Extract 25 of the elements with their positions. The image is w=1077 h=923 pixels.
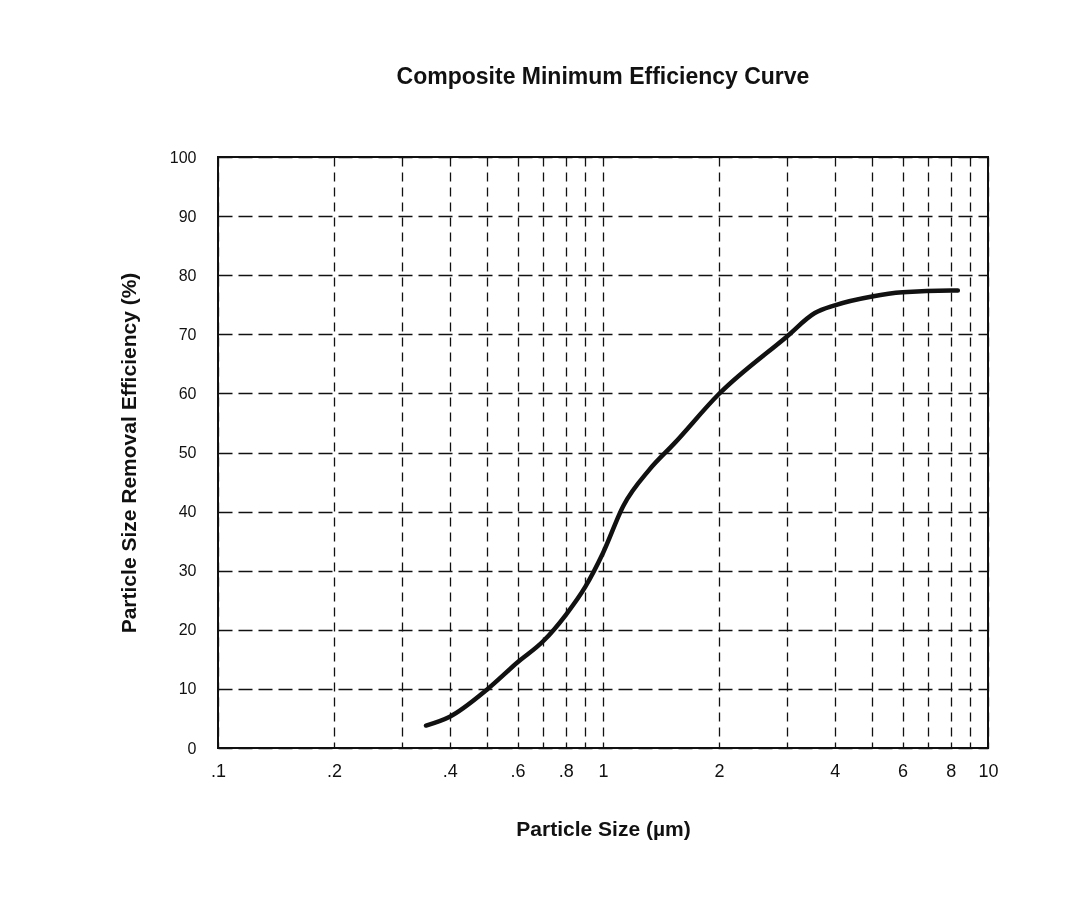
y-axis-title: Particle Size Removal Efficiency (%) [116,272,140,634]
x-axis-title: Particle Size (µm) [516,816,691,840]
y-tick-label: 70 [178,325,197,343]
y-tick-label: 30 [178,562,197,580]
x-tick-label: .4 [442,760,458,781]
x-tick-label: 2 [714,760,725,781]
chart-title: Composite Minimum Efficiency Curve [396,63,810,89]
x-tick-label: .1 [210,760,227,781]
y-tick-label: 90 [178,207,197,225]
x-tick-label: 10 [978,760,999,781]
y-tick-label: 60 [178,384,197,402]
y-tick-label: 100 [169,148,197,166]
x-tick-label: .8 [558,760,574,781]
y-tick-label: 80 [178,266,197,284]
x-tick-label: 1 [598,760,609,781]
x-tick-label: 4 [830,760,841,781]
x-tick-label: 6 [898,760,909,781]
y-tick-label: 50 [178,444,197,461]
y-tick-label: 40 [178,503,197,521]
y-tick-label: 10 [178,680,197,698]
x-tick-label: 8 [946,760,957,781]
y-tick-label: 0 [187,739,197,757]
x-tick-label: .6 [510,760,526,781]
x-tick-label: .2 [326,760,342,781]
y-tick-label: 20 [178,621,197,639]
